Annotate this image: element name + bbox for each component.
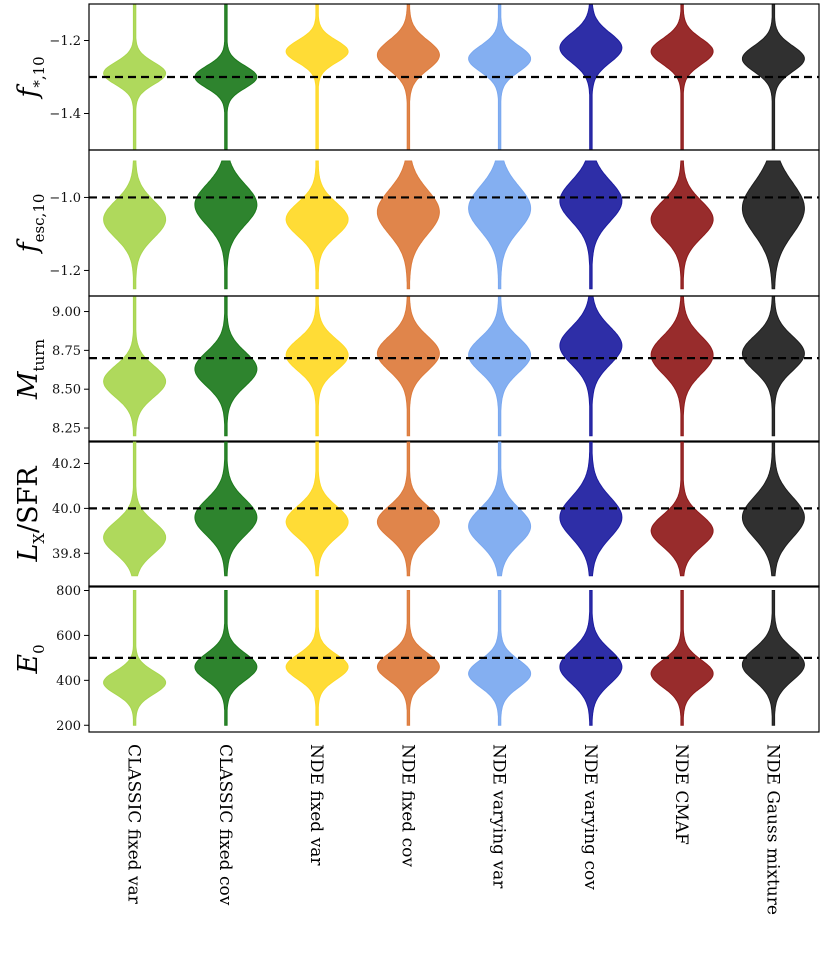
- y-tick-label-2-2: −1.0: [49, 191, 81, 206]
- panel-4: 39.8 40.0 40.2 LX/SFR: [13, 440, 820, 588]
- panel-5: 200 400 600 800 E0: [13, 584, 820, 734]
- y-tick-label-3-2: 8.50: [52, 383, 81, 398]
- y-tick-label-1-2: −1.2: [49, 34, 81, 49]
- panel-frame-4: [88, 440, 820, 588]
- y-tick-label-5-3: 600: [56, 629, 81, 644]
- violin-2-1: [103, 160, 167, 290]
- violin-3-2: [194, 295, 258, 437]
- violin-3-7: [650, 295, 714, 437]
- y-tick-label-4-2: 40.0: [52, 502, 81, 517]
- violin-5-8: [741, 590, 805, 726]
- panel-3: 8.25 8.50 8.75 9.00 Mturn: [13, 295, 820, 443]
- violin-2-7: [650, 160, 714, 290]
- y-tick-label-3-3: 8.75: [52, 344, 81, 359]
- category-label-3: NDE fixed var: [306, 744, 326, 866]
- violin-2-6: [559, 160, 623, 290]
- violin-2-2: [194, 160, 258, 290]
- violin-2-4: [376, 160, 440, 290]
- y-tick-label-5-2: 400: [56, 674, 81, 689]
- violin-3-6: [559, 295, 623, 437]
- violin-5-7: [650, 590, 714, 726]
- y-tick-label-4-1: 39.8: [52, 547, 81, 562]
- y-axis-label-2: fesc,10: [13, 194, 48, 255]
- y-axis-label-3: Mturn: [13, 339, 48, 401]
- y-axis-label-1: f*,10: [13, 56, 48, 99]
- category-label-7: NDE CMAF: [671, 744, 691, 845]
- category-label-8: NDE Gauss mixture: [762, 744, 782, 915]
- y-tick-label-3-1: 8.25: [52, 422, 81, 437]
- violin-3-3: [285, 295, 349, 437]
- panel-frame-3: [88, 295, 820, 443]
- y-tick-label-5-1: 200: [56, 719, 81, 734]
- y-tick-label-1-1: −1.4: [49, 107, 81, 122]
- category-label-1: CLASSIC fixed var: [124, 744, 144, 905]
- violin-2-3: [285, 160, 349, 290]
- y-axis-label-4: LX/SFR: [13, 466, 48, 563]
- violin-3-4: [376, 295, 440, 437]
- violin-3-1: [103, 295, 167, 437]
- y-tick-label-3-4: 9.00: [52, 305, 81, 320]
- y-tick-label-2-1: −1.2: [49, 264, 81, 279]
- y-tick-label-5-4: 800: [56, 584, 81, 599]
- violin-2-8: [741, 160, 805, 290]
- y-axis-label-5: E0: [13, 644, 48, 674]
- panel-1: −1.4 −1.2f*,10: [13, 3, 820, 151]
- y-tick-label-4-3: 40.2: [52, 457, 81, 472]
- category-label-4: NDE fixed cov: [397, 744, 417, 867]
- category-labels: CLASSIC fixed var CLASSIC fixed cov NDE fi…: [124, 744, 783, 915]
- violin-3-5: [468, 295, 532, 437]
- category-label-5: NDE varying var: [489, 744, 509, 889]
- violin-2-5: [468, 160, 532, 290]
- panel-frame-5: [88, 585, 820, 733]
- panels-group: −1.4−1.2f*,10−1.2−1.0fesc,108.258.508.75…: [13, 3, 820, 734]
- category-label-6: NDE varying cov: [580, 744, 600, 890]
- violin-3-8: [741, 295, 805, 437]
- category-label-2: CLASSIC fixed cov: [215, 744, 235, 906]
